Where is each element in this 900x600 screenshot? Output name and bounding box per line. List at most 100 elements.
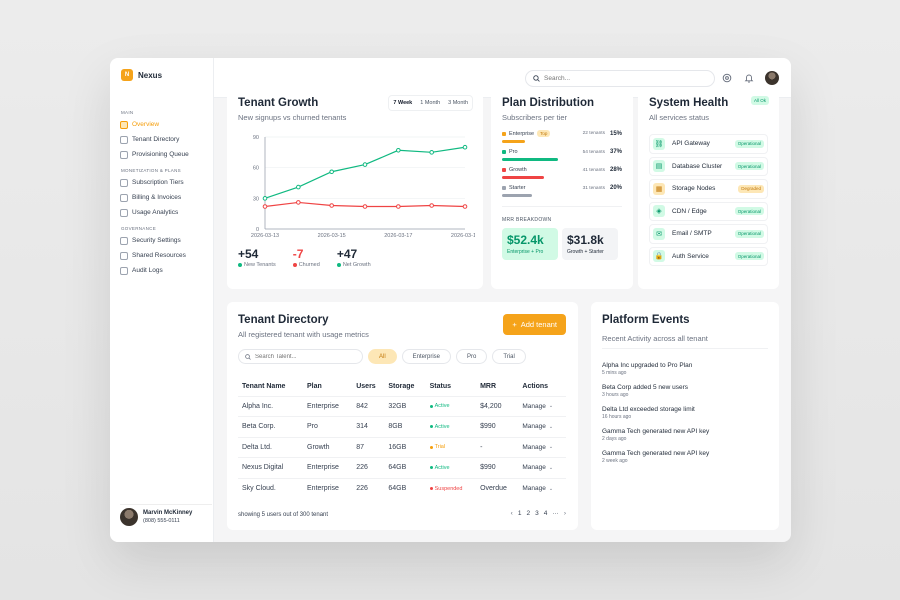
avatar[interactable] — [765, 71, 779, 85]
storage-icon: ▦ — [653, 182, 665, 195]
chevron-down-icon: ⌄ — [548, 444, 554, 451]
mrr-box: $31.8k Growth + Starter — [562, 228, 618, 260]
cell-users: 314 — [352, 416, 385, 437]
manage-dropdown[interactable]: Manage ⌄ — [522, 444, 566, 451]
lock-icon — [120, 236, 128, 245]
status-dot — [429, 425, 433, 429]
status-dot — [429, 445, 433, 449]
manage-dropdown[interactable]: Manage ⌄ — [522, 485, 566, 492]
nav-section-title: MONETIZATION & PLANS — [121, 168, 181, 173]
service-row[interactable]: ▤ Database Cluster Operational — [649, 156, 768, 176]
cell-mrr: $990 — [476, 416, 519, 437]
tab-range[interactable]: 7 Week — [393, 100, 413, 106]
stat-value: +54 — [238, 247, 259, 261]
filter-chip-all[interactable]: All — [368, 349, 397, 364]
tenant-search-box[interactable] — [238, 349, 363, 364]
sidebar-item-billing-invoices[interactable]: Billing & Invoices — [120, 190, 210, 205]
table-row[interactable]: Delta Ltd. Growth 87 16GB Trial - Manage ⌄ — [238, 436, 566, 458]
filter-chip-trial[interactable]: Trial — [492, 349, 526, 364]
service-row[interactable]: ✉ Email / SMTP Operational — [649, 224, 768, 244]
status-badge: Active — [429, 424, 477, 430]
sidebar-item-label: Usage Analytics — [132, 209, 179, 216]
search-icon — [245, 353, 251, 360]
search-input[interactable] — [544, 75, 694, 82]
tier-item: Growth 41 tenants 28% — [502, 167, 622, 179]
legend-dot — [292, 263, 297, 267]
service-row[interactable]: ▦ Storage Nodes Degraded — [649, 179, 768, 199]
sidebar-item-label: Billing & Invoices — [132, 194, 182, 201]
table-row[interactable]: Beta Corp. Pro 314 8GB Active $990 Manage ⌄ — [238, 416, 566, 437]
sidebar-item-overview[interactable]: Overview — [120, 117, 210, 132]
stat-value: +47 — [336, 247, 358, 261]
event-title: Alpha Inc upgraded to Pro Plan — [602, 362, 693, 369]
page-number[interactable]: 4 — [543, 510, 548, 517]
tier-item: Pro 54 tenants 37% — [502, 149, 622, 161]
add-tenant-button[interactable]: + Add tenant — [503, 314, 566, 335]
event-item[interactable]: Gamma Tech generated new API key 2 week a… — [602, 450, 768, 464]
status-badge: Operational — [734, 162, 764, 171]
tier-list: Enterprise Top 22 tenants 15% Pro 54 tenants 3… — [502, 130, 622, 197]
page-number[interactable]: ··· — [552, 510, 559, 517]
manage-dropdown[interactable]: Manage ⌄ — [522, 403, 566, 410]
y-tick-label: 90 — [253, 135, 259, 141]
manage-dropdown[interactable]: Manage ⌄ — [522, 423, 566, 430]
page-number[interactable]: 1 — [517, 510, 522, 517]
tier-count: 22 tenants — [582, 131, 605, 136]
service-row[interactable]: 🔒 Auth Service Operational — [649, 246, 768, 266]
sidebar-item-audit-logs[interactable]: Audit Logs — [120, 263, 210, 278]
legend-dot — [336, 263, 341, 267]
tenant-search-input[interactable] — [255, 353, 355, 360]
x-tick-label: 2026-03-19 — [451, 233, 475, 239]
data-point — [329, 169, 334, 175]
sidebar-item-subscription-tiers[interactable]: Subscription Tiers — [120, 175, 210, 190]
table-row[interactable]: Sky Cloud. Enterprise 226 64GB Suspended Over… — [238, 477, 566, 499]
x-tick-label: 2026-03-15 — [318, 233, 346, 239]
table-row[interactable]: Nexus Digital Enterprise 226 64GB Active $990… — [238, 457, 566, 478]
status-badge: Suspended — [429, 486, 477, 492]
filter-chip-enterprise[interactable]: Enterprise — [401, 349, 452, 364]
tier-percent: 28% — [609, 167, 622, 173]
system-health-card: System Health All services status All Ok… — [638, 91, 779, 289]
sidebar-item-shared-resources[interactable]: Shared Resources — [120, 248, 210, 263]
data-point — [396, 204, 401, 209]
event-time: 3 hours ago — [602, 392, 629, 398]
app-window: N Nexus MAIN Overview Tenant Directory Prov… — [110, 58, 791, 542]
cell-status: Suspended — [425, 477, 477, 499]
search-box[interactable] — [525, 70, 715, 87]
sidebar-item-security-settings[interactable]: Security Settings — [120, 233, 210, 248]
range-tabs: 7 Week 1 Month 3 Month — [388, 95, 473, 111]
filter-chip-pro[interactable]: Pro — [456, 349, 488, 364]
sidebar-item-usage-analytics[interactable]: Usage Analytics — [120, 205, 210, 220]
tab-range[interactable]: 3 Month — [448, 100, 468, 106]
table-row[interactable]: Alpha Inc. Enterprise 842 32GB Active $4,200 M… — [238, 395, 566, 417]
event-item[interactable]: Delta Ltd exceeded storage limit 16 hours… — [602, 406, 768, 420]
tab-range[interactable]: 1 Month — [420, 100, 441, 106]
page-number[interactable]: 3 — [535, 510, 539, 517]
stat-label: Churned — [292, 262, 320, 268]
service-row[interactable]: ⛓ API Gateway Operational — [649, 134, 768, 154]
settings-icon[interactable] — [721, 72, 733, 84]
brand[interactable]: N Nexus — [121, 69, 162, 81]
service-row[interactable]: ◈ CDN / Edge Operational — [649, 201, 768, 221]
stat-label: Net Growth — [336, 262, 371, 268]
manage-label: Manage — [522, 485, 546, 492]
sidebar-item-tenant-directory[interactable]: Tenant Directory — [120, 132, 210, 147]
event-item[interactable]: Gamma Tech generated new API key 2 days a… — [602, 428, 768, 442]
event-item[interactable]: Beta Corp added 5 new users 3 hours ago — [602, 384, 768, 398]
event-item[interactable]: Alpha Inc upgraded to Pro Plan 5 mins ago — [602, 362, 768, 376]
logo-icon: N — [121, 69, 133, 81]
data-point — [396, 147, 401, 153]
sidebar-item-provisioning-queue[interactable]: Provisioning Queue — [120, 147, 210, 162]
user-profile[interactable]: Marvin McKinney (808) 555-0111 — [120, 504, 212, 526]
manage-dropdown[interactable]: Manage ⌄ — [522, 464, 566, 471]
status-badge: Active — [429, 403, 477, 409]
page-number[interactable]: 2 — [526, 510, 531, 517]
tier-name: Enterprise — [509, 130, 535, 137]
chevron-left-icon[interactable]: ‹ — [510, 510, 513, 517]
bell-icon[interactable] — [743, 72, 755, 84]
tier-percent: 37% — [609, 149, 622, 155]
chevron-right-icon[interactable]: › — [563, 510, 566, 517]
tier-bar — [502, 194, 622, 197]
card-subtitle: Subscribers per tier — [502, 113, 568, 122]
tier-color-swatch — [502, 150, 506, 154]
